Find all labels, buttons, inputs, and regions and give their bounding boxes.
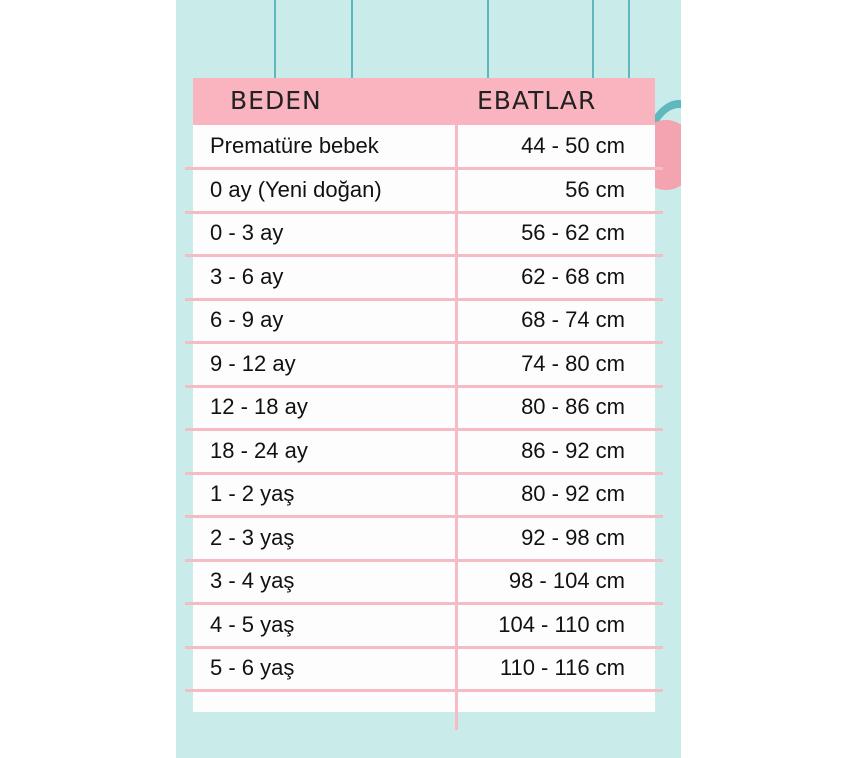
size-cell: 9 - 12 ay <box>210 350 296 376</box>
row-divider <box>185 297 663 301</box>
measure-cell: 110 - 116 cm <box>499 655 625 680</box>
measure-cell: 92 - 98 cm <box>521 524 625 550</box>
table-row: 3 - 6 ay 62 - 68 cm <box>193 256 655 299</box>
row-divider <box>185 210 663 214</box>
hanging-string <box>628 0 630 78</box>
hanging-string <box>487 0 489 78</box>
header-measure: EBATLAR <box>477 86 597 115</box>
table-row: 5 - 6 yaş 110 - 116 cm <box>193 647 655 690</box>
row-divider <box>185 254 663 257</box>
size-cell: 1 - 2 yaş <box>210 481 295 506</box>
size-cell: 6 - 9 ay <box>210 307 284 332</box>
measure-cell: 56 cm <box>565 176 625 202</box>
row-divider <box>185 689 663 692</box>
size-cell: 18 - 24 ay <box>210 437 308 463</box>
hanging-string <box>592 0 594 78</box>
table-row: 2 - 3 yaş 92 - 98 cm <box>193 517 655 560</box>
size-cell: 0 ay (Yeni doğan) <box>210 176 382 202</box>
row-divider <box>185 428 663 431</box>
table-row: 9 - 12 ay 74 - 80 cm <box>193 343 655 386</box>
row-divider <box>185 167 663 170</box>
measure-cell: 86 - 92 cm <box>521 437 625 463</box>
size-cell: 5 - 6 yaş <box>210 655 295 680</box>
size-cell: 12 - 18 ay <box>210 394 308 419</box>
table-row: 18 - 24 ay 86 - 92 cm <box>193 430 655 473</box>
measure-cell: 44 - 50 cm <box>521 133 625 158</box>
table-header <box>193 78 655 125</box>
size-cell: 3 - 6 ay <box>210 263 284 289</box>
measure-cell: 68 - 74 cm <box>521 307 625 332</box>
size-cell: Prematüre bebek <box>210 133 379 158</box>
row-divider <box>185 341 663 344</box>
table-row: 4 - 5 yaş 104 - 110 cm <box>193 604 655 647</box>
measure-cell: 62 - 68 cm <box>521 263 625 289</box>
size-cell: 4 - 5 yaş <box>210 611 295 637</box>
measure-cell: 98 - 104 cm <box>508 568 625 593</box>
column-divider <box>455 125 458 730</box>
measure-cell: 56 - 62 cm <box>521 220 625 245</box>
row-divider <box>185 471 663 475</box>
measure-cell: 74 - 80 cm <box>521 350 625 376</box>
table-row: 3 - 4 yaş 98 - 104 cm <box>193 560 655 603</box>
table-row: 0 ay (Yeni doğan) 56 cm <box>193 169 655 212</box>
table-row: Prematüre bebek 44 - 50 cm <box>193 125 655 168</box>
row-divider <box>185 602 663 605</box>
row-divider <box>185 384 663 388</box>
hanging-string <box>351 0 353 78</box>
size-cell: 3 - 4 yaş <box>210 568 295 593</box>
row-divider <box>185 645 663 649</box>
table-row: 6 - 9 ay 68 - 74 cm <box>193 299 655 342</box>
size-table <box>193 78 655 712</box>
measure-cell: 104 - 110 cm <box>498 611 625 637</box>
row-divider <box>185 515 663 518</box>
table-row: 0 - 3 ay 56 - 62 cm <box>193 212 655 255</box>
size-cell: 0 - 3 ay <box>210 220 284 245</box>
table-row: 12 - 18 ay 80 - 86 cm <box>193 386 655 429</box>
measure-cell: 80 - 86 cm <box>521 394 625 419</box>
size-cell: 2 - 3 yaş <box>210 524 295 550</box>
header-size: BEDEN <box>230 86 322 115</box>
row-divider <box>185 558 663 562</box>
measure-cell: 80 - 92 cm <box>521 481 625 506</box>
hanging-string <box>274 0 276 78</box>
table-row: 1 - 2 yaş 80 - 92 cm <box>193 473 655 516</box>
